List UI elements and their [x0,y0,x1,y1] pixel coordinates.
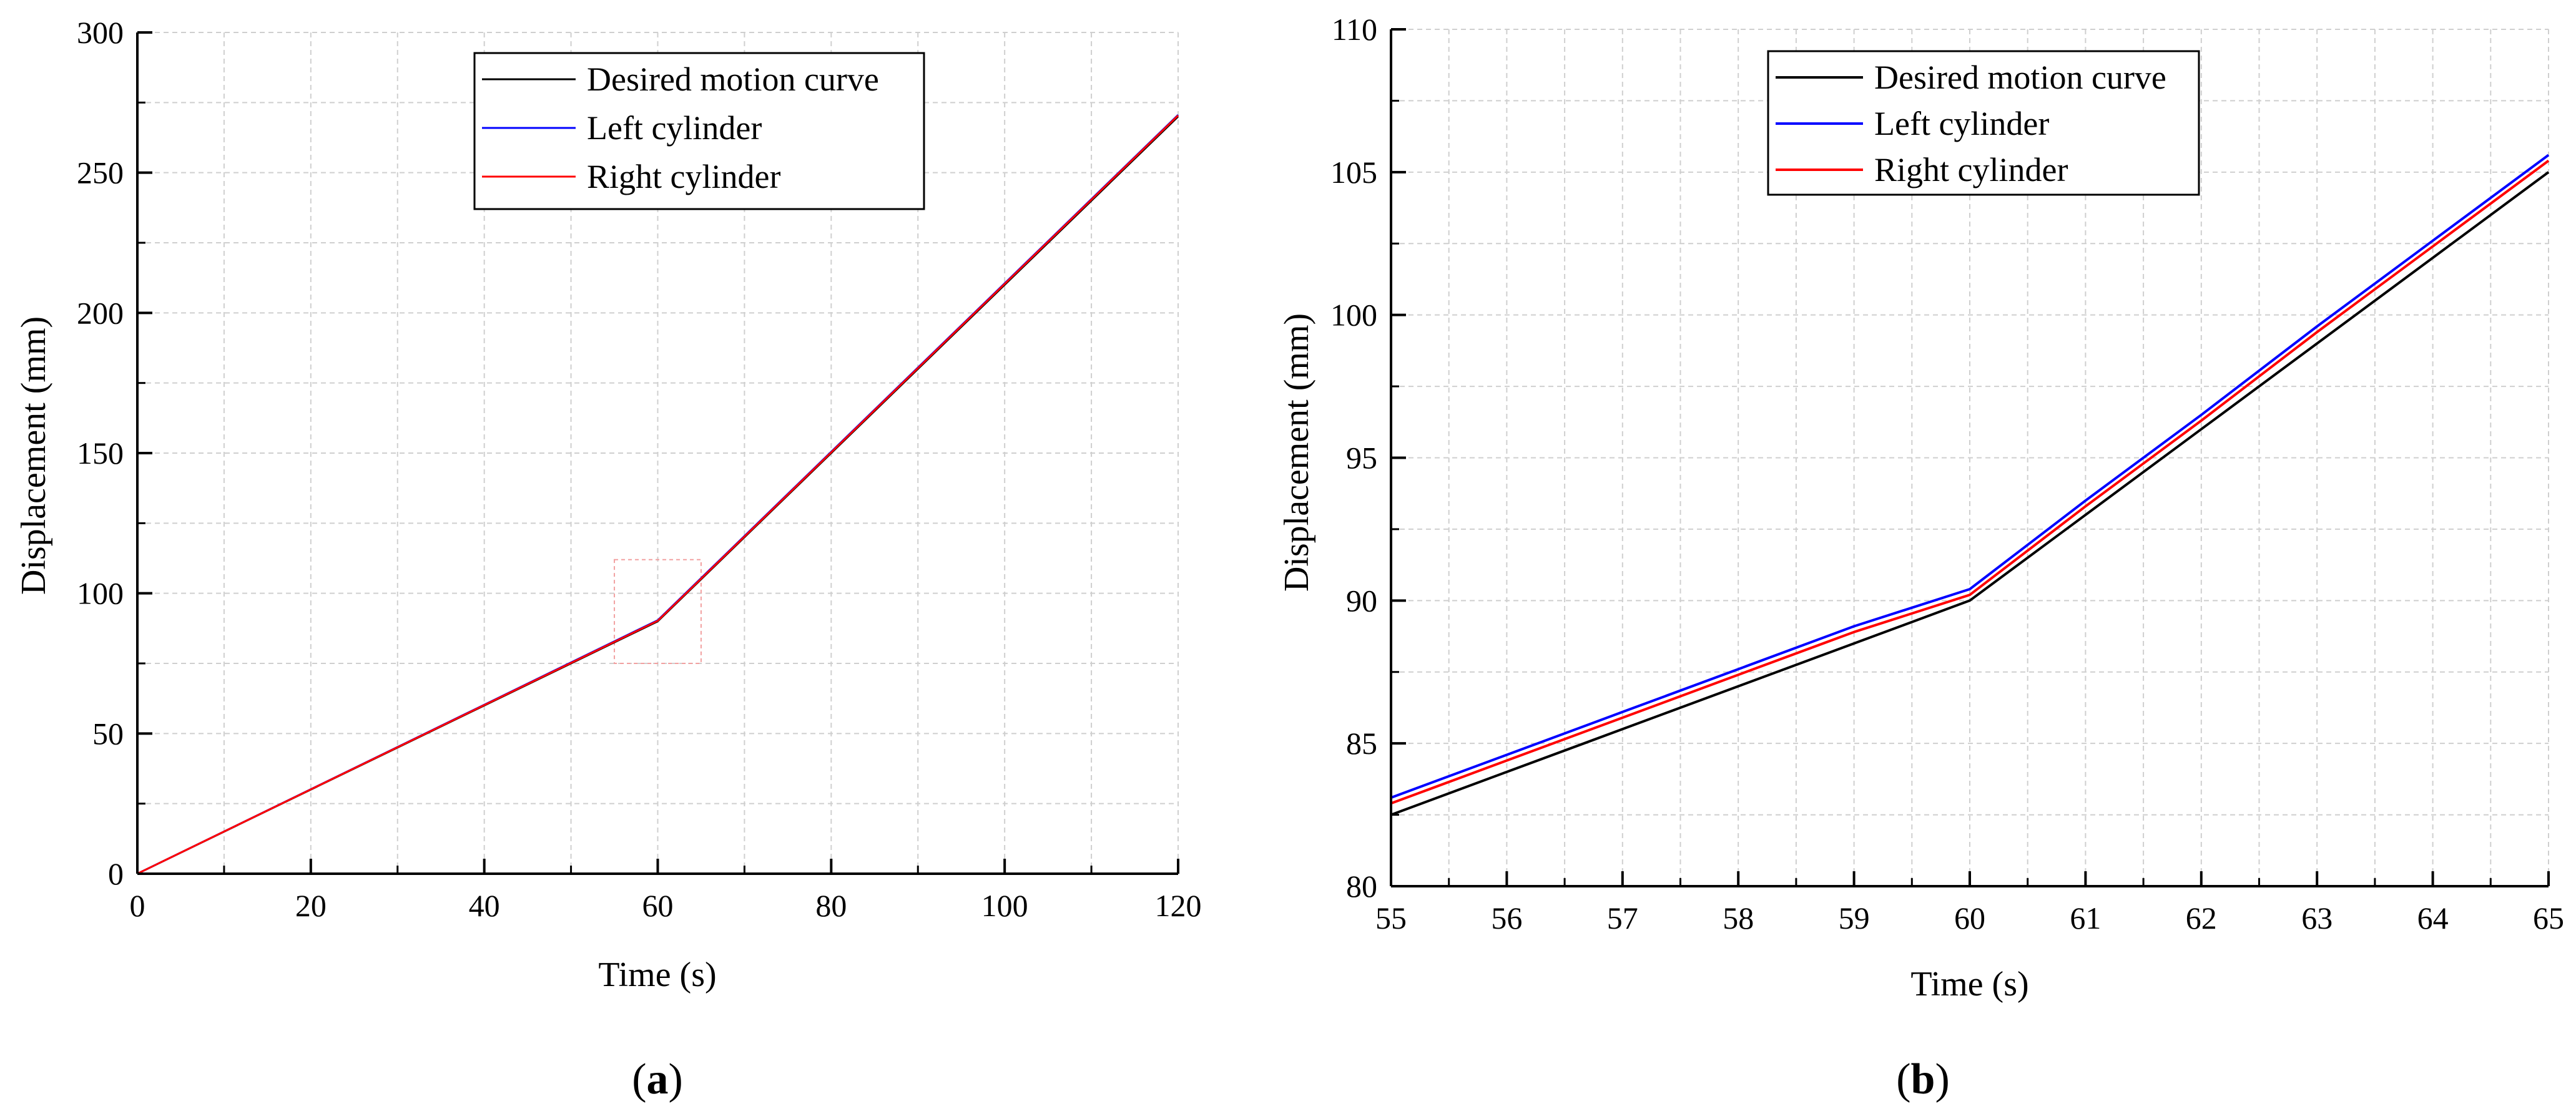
x-tick-label-a: 80 [815,888,847,923]
y-axis-title-a: Displacement (mm) [14,316,53,595]
x-axis-title-a: Time (s) [598,955,716,994]
legend-label-3-a: Right cylinder [587,158,780,195]
y-tick-label-b: 100 [1330,298,1377,333]
y-tick-label-b: 105 [1330,155,1377,190]
y-tick-label-a: 200 [77,295,124,330]
legend-a: Desired motion curve Left cylinder Right c… [473,52,925,210]
series-line-3-a [137,114,1179,875]
y-tick-label-a: 0 [108,856,124,891]
y-tick-label-b: 80 [1346,869,1377,904]
legend-label-1-a: Desired motion curve [587,61,879,98]
x-tick-label-b: 60 [1954,901,1985,936]
legend-label-1-b: Desired motion curve [1874,59,2166,96]
y-tick-label-b: 90 [1346,583,1377,618]
y-tick-label-a: 100 [77,576,124,611]
zoom-box-a [614,559,702,664]
y-tick-label-a: 150 [77,436,124,471]
series-lines-a [137,114,1179,875]
x-tick-label-a: 100 [981,888,1028,923]
y-tick-label-a: 250 [77,155,124,190]
y-tick-label-b: 95 [1346,441,1377,476]
panel-label-a: (a) [632,1055,683,1103]
y-tick-label-a: 300 [77,15,124,50]
x-tick-label-b: 55 [1375,901,1407,936]
ticks-b: 55 56 57 58 59 60 61 62 63 64 65 80 85 90 95 100 105 110 [1330,12,2564,936]
zoom-region [614,559,702,664]
y-tick-label-a: 50 [92,716,124,751]
x-tick-label-b: 62 [2186,901,2217,936]
x-tick-label-b: 61 [2070,901,2101,936]
series-line-3-b [1390,159,2550,805]
x-tick-label-a: 0 [130,888,145,923]
x-tick-label-a: 120 [1155,888,1202,923]
x-tick-label-a: 60 [642,888,674,923]
ticks-a: 0 20 40 60 80 100 120 0 50 100 150 200 250 300 [77,15,1202,923]
x-tick-label-b: 63 [2301,901,2333,936]
x-tick-label-b: 56 [1491,901,1522,936]
legend-label-2-b: Left cylinder [1874,105,2049,142]
y-axis-title-b: Displacement (mm) [1277,313,1316,592]
legend-label-2-a: Left cylinder [587,109,762,147]
x-axis-title-b: Time (s) [1910,965,2028,1004]
y-tick-label-b: 110 [1332,12,1377,47]
series-lines-b [1390,154,2550,816]
legend-label-3-b: Right cylinder [1874,151,2068,188]
x-tick-label-b: 58 [1723,901,1754,936]
x-tick-label-a: 20 [295,888,327,923]
x-tick-label-b: 64 [2417,901,2449,936]
x-tick-label-b: 57 [1607,901,1638,936]
chart-panel-a: 0 20 40 60 80 100 120 0 50 100 150 200 250 300 Time (… [14,15,1202,1103]
y-tick-label-b: 85 [1346,726,1377,761]
series-line-2-b [1390,154,2550,799]
x-tick-label-b: 65 [2533,901,2564,936]
legend-b: Desired motion curve Left cylinder Right c… [1767,50,2200,196]
x-tick-label-b: 59 [1839,901,1870,936]
x-tick-label-a: 40 [469,888,500,923]
panel-label-b: (b) [1896,1055,1950,1103]
series-line-1-b [1390,171,2550,816]
chart-panel-b: 55 56 57 58 59 60 61 62 63 64 6580859095100105110 … [1277,12,2564,1103]
